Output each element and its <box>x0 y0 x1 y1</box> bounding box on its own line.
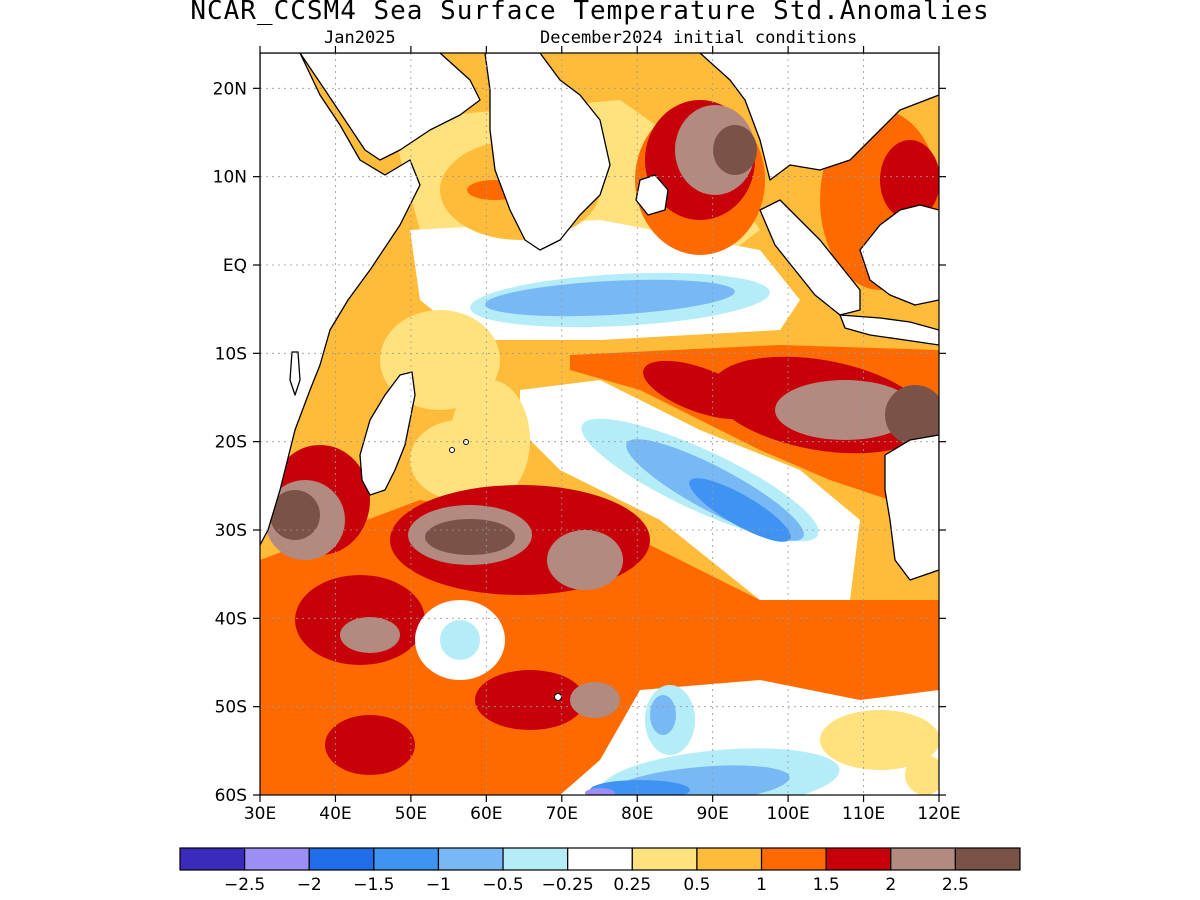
land-australia <box>884 434 939 581</box>
anomaly-patch <box>475 670 585 730</box>
anomaly-patch <box>547 530 623 590</box>
anomaly-patch <box>340 617 400 653</box>
lat-tick-label: 40S <box>215 609 247 629</box>
lat-tick-label: 30S <box>215 521 247 541</box>
lon-tick-label: 110E <box>842 804 885 824</box>
lat-tick-label: 10N <box>213 168 247 188</box>
colorbar-label: −1 <box>426 875 451 895</box>
colorbar-label: −0.25 <box>542 875 594 895</box>
lon-tick-label: 60E <box>470 804 502 824</box>
latitude-axis: 20N 10N EQ 10S 20S 30S 40S 50S 60S <box>213 79 946 806</box>
lat-tick-label: 50S <box>215 698 247 718</box>
colorbar-label: 1 <box>756 875 767 895</box>
graticule <box>260 53 939 795</box>
land-sri-lanka <box>635 174 669 216</box>
anomaly-patch <box>885 385 939 445</box>
figure-title: NCAR_CCSM4 Sea Surface Temperature Std.A… <box>190 0 990 26</box>
lat-tick-label: 10S <box>215 344 247 364</box>
colorbar-swatch <box>244 847 310 871</box>
colorbar-swatch <box>308 847 375 871</box>
anomaly-patch <box>820 710 939 770</box>
colorbar-label: −1.5 <box>353 875 394 895</box>
lat-tick-label: 20S <box>215 433 247 453</box>
land-africa <box>260 53 421 546</box>
anomaly-patch <box>570 682 620 718</box>
land-arabia <box>299 53 481 161</box>
colorbar-swatch <box>567 847 633 871</box>
lat-tick-label: 20N <box>213 79 247 99</box>
colorbar-swatch <box>179 847 246 871</box>
colorbar-swatch <box>954 847 1021 871</box>
anomaly-patch <box>689 478 791 542</box>
colorbar-label: −2.5 <box>224 875 265 895</box>
lon-tick-label: 80E <box>621 804 653 824</box>
lon-tick-label: 50E <box>395 804 427 824</box>
lon-tick-label: 100E <box>767 804 810 824</box>
anomaly-patch <box>880 140 939 220</box>
land-kerguelen <box>554 693 562 701</box>
map-frame <box>259 52 940 796</box>
land-mozambique-isl <box>289 351 301 396</box>
lon-tick-label: 40E <box>319 804 351 824</box>
colorbar-swatch <box>890 847 956 871</box>
land-madagascar <box>359 371 416 496</box>
anomaly-patch <box>585 788 615 795</box>
colorbar-swatch <box>437 847 504 871</box>
colorbar-label: −0.5 <box>482 875 523 895</box>
anomaly-patch <box>905 755 939 795</box>
colorbar: −2.5 −2 −1.5 −1 −0.5 −0.25 0.25 0.5 1 1.5 2 2.5 <box>179 847 1021 895</box>
anomaly-patch <box>485 279 735 317</box>
anomaly-patch <box>650 695 676 735</box>
anomaly-patch <box>440 620 480 660</box>
lat-tick-label: 60S <box>215 786 247 806</box>
anomaly-patch <box>643 360 757 420</box>
colorbar-label: 0.25 <box>613 875 651 895</box>
lon-tick-label: 70E <box>546 804 578 824</box>
lon-tick-label: 120E <box>917 804 960 824</box>
anomaly-patch <box>270 490 320 540</box>
colorbar-swatch <box>373 847 440 871</box>
colorbar-swatch <box>631 847 698 871</box>
land-reunion <box>449 447 455 453</box>
colorbar-label: −2 <box>297 875 322 895</box>
forecast-month: Jan2025 <box>324 28 396 48</box>
colorbar-label: 1.5 <box>813 875 840 895</box>
colorbar-swatch <box>502 847 569 871</box>
land-india <box>484 53 611 251</box>
land-sumatra <box>759 199 861 316</box>
land-layer <box>260 53 939 701</box>
anomaly-patch <box>713 125 757 175</box>
anomaly-patch <box>425 519 515 555</box>
lat-tick-label: EQ <box>223 256 247 276</box>
colorbar-label: 2.5 <box>942 875 969 895</box>
anomaly-patch <box>775 380 915 440</box>
longitude-axis: 30E 40E 50E 60E 70E 80E 90E 100E 110E 120E <box>244 46 961 824</box>
land-borneo <box>859 204 939 306</box>
anomaly-patch <box>410 420 510 500</box>
colorbar-swatch <box>696 847 763 871</box>
lon-tick-label: 30E <box>244 804 276 824</box>
colorbar-swatch <box>760 847 827 871</box>
initial-conditions: December2024 initial conditions <box>540 28 858 48</box>
land-java <box>839 314 939 346</box>
anomaly-patch <box>590 780 690 795</box>
land-indochina <box>699 53 939 181</box>
lon-tick-label: 90E <box>696 804 728 824</box>
colorbar-label: 2 <box>885 875 896 895</box>
colorbar-swatch <box>825 847 892 871</box>
colorbar-label: 0.5 <box>683 875 710 895</box>
anomaly-patch <box>325 715 415 775</box>
